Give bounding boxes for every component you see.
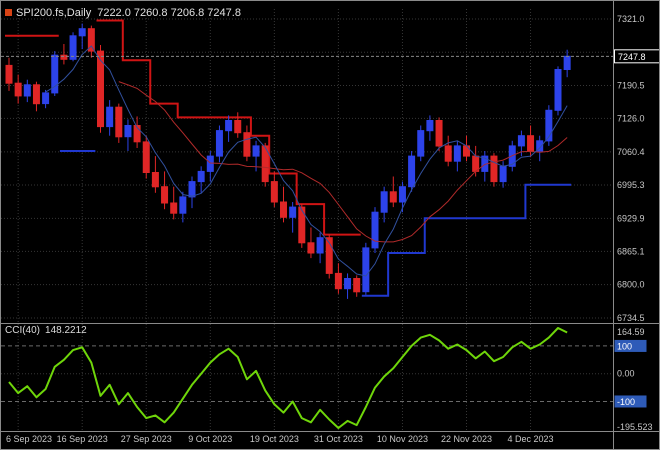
price-axis[interactable]: 7321.0 7190.5 7126.0 7060.4 6995.3 6929.9 6865… xyxy=(613,1,645,450)
ma-slow-line xyxy=(118,81,568,243)
svg-text:16 Sep 2023: 16 Sep 2023 xyxy=(57,434,108,444)
indicator-levels xyxy=(1,345,613,402)
svg-text:6995.3: 6995.3 xyxy=(617,180,645,190)
moving-averages-layer xyxy=(45,45,568,277)
svg-text:10 Nov 2023: 10 Nov 2023 xyxy=(377,434,428,444)
level-box xyxy=(614,395,647,408)
svg-text:7190.5: 7190.5 xyxy=(617,81,645,91)
current-price-marker: 7247.8 xyxy=(1,49,659,64)
chart-title: SPI200.fs,Daily 7222.0 7260.8 7206.8 7247… xyxy=(5,7,241,19)
ma-fast-line xyxy=(45,45,568,277)
trend-lines-layer xyxy=(5,19,572,297)
svg-text:6734.5: 6734.5 xyxy=(617,313,645,323)
svg-text:0.00: 0.00 xyxy=(617,369,635,379)
level-box xyxy=(614,339,647,352)
chart-title-symbol: SPI200.fs,Daily xyxy=(16,7,92,19)
svg-text:164.59: 164.59 xyxy=(617,327,645,337)
indicator-axis[interactable]: 164.59 100 0.00 -100 -195.523 xyxy=(614,327,653,432)
svg-text:-195.523: -195.523 xyxy=(617,422,653,432)
svg-text:7247.8: 7247.8 xyxy=(618,52,646,62)
indicator-name: CCI(40) xyxy=(5,325,41,336)
svg-text:6865.1: 6865.1 xyxy=(617,246,645,256)
indicator-value: 148.2212 xyxy=(45,325,87,336)
current-price-box xyxy=(614,49,659,64)
svg-text:6 Sep 2023: 6 Sep 2023 xyxy=(6,434,52,444)
panel-separators xyxy=(1,323,659,432)
svg-text:7321.0: 7321.0 xyxy=(617,14,645,24)
cci-layer xyxy=(8,327,568,429)
svg-text:7126.0: 7126.0 xyxy=(617,113,645,123)
svg-text:4 Dec 2023: 4 Dec 2023 xyxy=(508,434,554,444)
svg-text:27 Sep 2023: 27 Sep 2023 xyxy=(121,434,172,444)
time-axis[interactable]: 6 Sep 2023 16 Sep 2023 27 Sep 2023 9 Oct 20… xyxy=(6,434,554,444)
svg-text:31 Oct 2023: 31 Oct 2023 xyxy=(314,434,363,444)
indicator-label: CCI(40) 148.2212 xyxy=(5,325,87,336)
cci-line xyxy=(8,327,568,429)
svg-text:6800.0: 6800.0 xyxy=(617,280,645,290)
candles-layer xyxy=(5,23,571,299)
svg-text:6929.9: 6929.9 xyxy=(617,213,645,223)
svg-text:22 Nov 2023: 22 Nov 2023 xyxy=(441,434,492,444)
chart-title-ohlc: 7222.0 7260.8 7206.8 7247.8 xyxy=(97,7,241,19)
chart-symbol-icon xyxy=(5,9,12,16)
svg-text:7060.4: 7060.4 xyxy=(617,147,645,157)
svg-text:-100: -100 xyxy=(617,397,635,407)
svg-text:9 Oct 2023: 9 Oct 2023 xyxy=(188,434,232,444)
svg-text:100: 100 xyxy=(617,341,632,351)
svg-text:19 Oct 2023: 19 Oct 2023 xyxy=(250,434,299,444)
grid-layer xyxy=(1,9,613,431)
